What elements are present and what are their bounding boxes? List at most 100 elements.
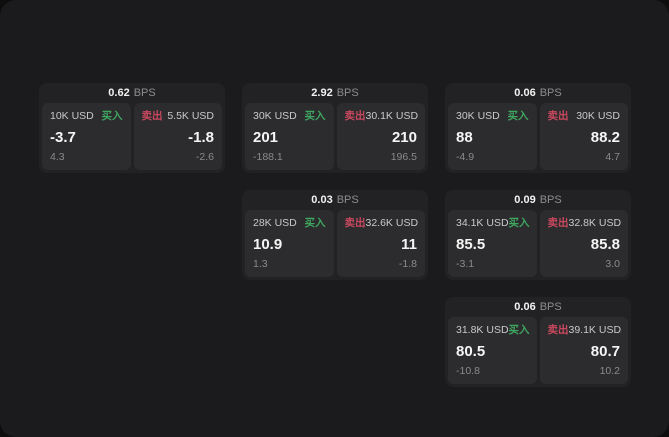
buy-tile-header: 30K USD 买入 xyxy=(456,110,529,123)
buy-amount: 28K USD xyxy=(253,217,297,229)
sell-sub-value: -2.6 xyxy=(195,151,214,163)
buy-tile[interactable]: 10K USD 买入 -3.7 4.3 xyxy=(42,103,131,170)
buy-tile-header: 10K USD 买入 xyxy=(50,110,123,123)
buy-tile[interactable]: 28K USD 买入 10.9 1.3 xyxy=(245,210,334,277)
buy-amount: 34.1K USD xyxy=(456,217,509,229)
bps-unit-label: BPS xyxy=(539,194,562,206)
quote-tiles: 30K USD 买入 201 -188.1 卖出 30.1K USD 210 1… xyxy=(245,103,425,170)
bps-unit-label: BPS xyxy=(336,194,359,206)
bps-header: 0.06 BPS xyxy=(448,83,628,103)
sell-tile-header: 卖出 30K USD xyxy=(548,110,621,123)
buy-price: 85.5 xyxy=(456,235,486,253)
buy-tag: 买入 xyxy=(304,110,326,122)
buy-sub-value: 1.3 xyxy=(253,258,268,270)
quote-tiles: 10K USD 买入 -3.7 4.3 卖出 5.5K USD -1.8 -2.… xyxy=(42,103,222,170)
sell-amount: 39.1K USD xyxy=(568,324,622,336)
quote-tiles: 34.1K USD 买入 85.5 -3.1 卖出 32.8K USD 85.8… xyxy=(448,210,628,277)
bps-header: 0.09 BPS xyxy=(448,190,628,210)
bps-value: 0.62 xyxy=(108,87,130,99)
sell-amount: 30.1K USD xyxy=(365,110,419,122)
buy-tile[interactable]: 30K USD 买入 201 -188.1 xyxy=(245,103,334,170)
buy-price: 10.9 xyxy=(253,235,283,253)
buy-tag: 买入 xyxy=(508,217,530,229)
sell-tile[interactable]: 卖出 39.1K USD 80.7 10.2 xyxy=(539,317,628,384)
sell-tile[interactable]: 卖出 32.6K USD 11 -1.8 xyxy=(336,210,425,277)
sell-amount: 5.5K USD xyxy=(167,110,214,122)
buy-price: -3.7 xyxy=(50,128,76,146)
buy-tag: 买入 xyxy=(508,324,530,336)
buy-tag: 买入 xyxy=(507,110,529,122)
bps-unit-label: BPS xyxy=(539,301,562,313)
bps-unit-label: BPS xyxy=(133,87,156,99)
buy-sub-value: -10.8 xyxy=(456,365,480,377)
buy-amount: 31.8K USD xyxy=(456,324,509,336)
sell-amount: 32.6K USD xyxy=(365,217,419,229)
sell-tile-header: 卖出 32.8K USD xyxy=(547,217,622,230)
quote-card: 0.06 BPS 31.8K USD 买入 80.5 -10.8 卖出 39.1… xyxy=(445,297,631,387)
buy-tile-header: 31.8K USD 买入 xyxy=(456,324,530,337)
sell-price: 85.8 xyxy=(590,235,620,253)
buy-amount: 30K USD xyxy=(253,110,297,122)
sell-sub-value: 4.7 xyxy=(605,151,620,163)
sell-amount: 30K USD xyxy=(576,110,620,122)
sell-sub-value: 3.0 xyxy=(605,258,620,270)
buy-tile-header: 28K USD 买入 xyxy=(253,217,326,230)
buy-tag: 买入 xyxy=(101,110,123,122)
sell-tag: 卖出 xyxy=(344,110,366,122)
bps-value: 2.92 xyxy=(311,87,333,99)
buy-tile[interactable]: 31.8K USD 买入 80.5 -10.8 xyxy=(448,317,537,384)
bps-header: 2.92 BPS xyxy=(245,83,425,103)
sell-tile-header: 卖出 39.1K USD xyxy=(547,324,622,337)
sell-tile[interactable]: 卖出 5.5K USD -1.8 -2.6 xyxy=(133,103,222,170)
sell-amount: 32.8K USD xyxy=(568,217,622,229)
sell-tag: 卖出 xyxy=(547,324,569,336)
buy-amount: 10K USD xyxy=(50,110,94,122)
sell-tag: 卖出 xyxy=(141,110,163,122)
buy-tile[interactable]: 30K USD 买入 88 -4.9 xyxy=(448,103,537,170)
quote-tiles: 30K USD 买入 88 -4.9 卖出 30K USD 88.2 4.7 xyxy=(448,103,628,170)
buy-sub-value: -4.9 xyxy=(456,151,475,163)
buy-sub-value: 4.3 xyxy=(50,151,65,163)
quote-card: 2.92 BPS 30K USD 买入 201 -188.1 卖出 30.1K … xyxy=(242,83,428,173)
quote-card: 0.03 BPS 28K USD 买入 10.9 1.3 卖出 32.6K US… xyxy=(242,190,428,280)
buy-tile-header: 30K USD 买入 xyxy=(253,110,326,123)
quote-card: 0.06 BPS 30K USD 买入 88 -4.9 卖出 30K USD xyxy=(445,83,631,173)
bps-value: 0.06 xyxy=(514,87,536,99)
sell-tile-header: 卖出 30.1K USD xyxy=(344,110,419,123)
sell-tile[interactable]: 卖出 30.1K USD 210 196.5 xyxy=(336,103,425,170)
sell-tag: 卖出 xyxy=(547,217,569,229)
buy-sub-value: -188.1 xyxy=(253,151,283,163)
sell-price: 11 xyxy=(401,235,417,253)
bps-value: 0.09 xyxy=(514,194,536,206)
quote-card: 0.09 BPS 34.1K USD 买入 85.5 -3.1 卖出 32.8K… xyxy=(445,190,631,280)
sell-price: -1.8 xyxy=(188,128,214,146)
bps-header: 0.06 BPS xyxy=(448,297,628,317)
buy-price: 201 xyxy=(253,128,279,146)
bps-header: 0.03 BPS xyxy=(245,190,425,210)
sell-price: 210 xyxy=(391,128,417,146)
buy-price: 88 xyxy=(456,128,473,146)
sell-tile[interactable]: 卖出 32.8K USD 85.8 3.0 xyxy=(539,210,628,277)
buy-tile-header: 34.1K USD 买入 xyxy=(456,217,530,230)
sell-tag: 卖出 xyxy=(547,110,569,122)
buy-tag: 买入 xyxy=(304,217,326,229)
sell-sub-value: 10.2 xyxy=(599,365,620,377)
bps-value: 0.03 xyxy=(311,194,333,206)
buy-amount: 30K USD xyxy=(456,110,500,122)
buy-tile[interactable]: 34.1K USD 买入 85.5 -3.1 xyxy=(448,210,537,277)
sell-sub-value: -1.8 xyxy=(398,258,417,270)
quote-card: 0.62 BPS 10K USD 买入 -3.7 4.3 卖出 5.5K USD xyxy=(39,83,225,173)
quote-tiles: 28K USD 买入 10.9 1.3 卖出 32.6K USD 11 -1.8 xyxy=(245,210,425,277)
sell-tile-header: 卖出 32.6K USD xyxy=(344,217,419,230)
bps-header: 0.62 BPS xyxy=(42,83,222,103)
sell-price: 80.7 xyxy=(590,342,620,360)
sell-tag: 卖出 xyxy=(344,217,366,229)
quote-tiles: 31.8K USD 买入 80.5 -10.8 卖出 39.1K USD 80.… xyxy=(448,317,628,384)
buy-price: 80.5 xyxy=(456,342,486,360)
sell-price: 88.2 xyxy=(590,128,620,146)
sell-tile[interactable]: 卖出 30K USD 88.2 4.7 xyxy=(539,103,628,170)
bps-unit-label: BPS xyxy=(539,87,562,99)
bps-value: 0.06 xyxy=(514,301,536,313)
